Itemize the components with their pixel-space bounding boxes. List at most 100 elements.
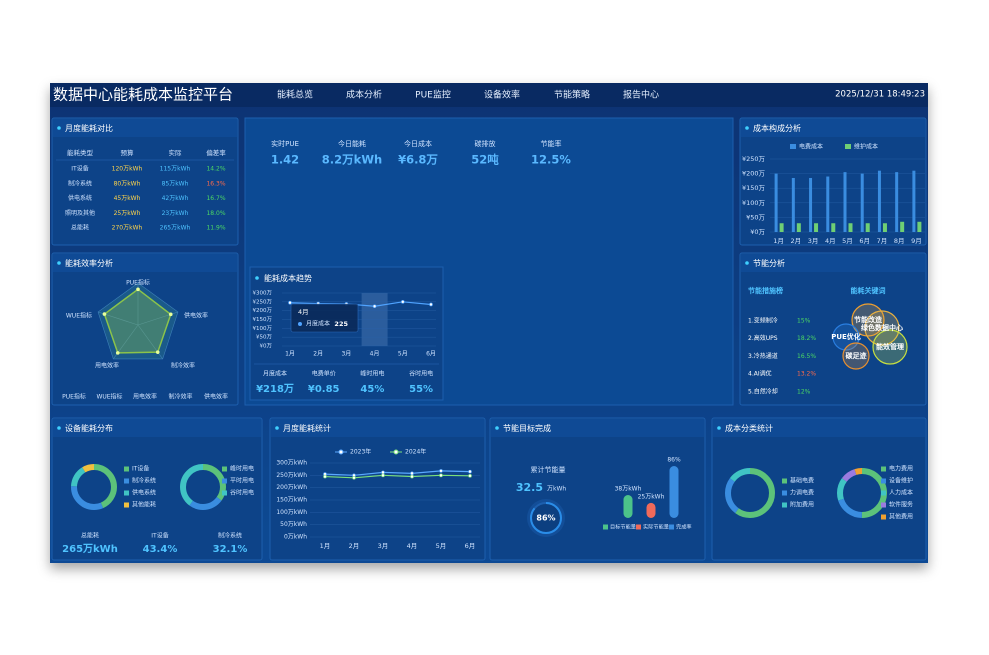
panel-title-bar (741, 254, 925, 272)
kpi-value: ¥6.8万 (398, 153, 438, 167)
x-tick-label: 5月 (436, 542, 447, 550)
radar-label: 供电效率 (184, 312, 208, 320)
bar (791, 177, 795, 232)
x-tick-label: 2月 (313, 351, 323, 358)
bar (917, 221, 922, 232)
kpi-label: 碳排放 (475, 139, 496, 148)
panel-title-bar (713, 419, 925, 437)
nav-item[interactable]: 成本分析 (346, 89, 382, 101)
nav-item[interactable]: 节能策略 (554, 89, 590, 101)
trend-line (289, 301, 432, 307)
x-tick-label: 1月 (773, 237, 784, 245)
legend-label: 力调电费 (790, 489, 814, 497)
energy-line-point (352, 475, 356, 480)
section-title: 节能措施榜 (748, 286, 783, 295)
panel-title: 成本构成分析 (753, 123, 801, 133)
legend-swatch (669, 524, 674, 530)
y-tick-label: 250万kWh (276, 472, 307, 479)
radar-area (103, 288, 172, 354)
legend-marker (338, 449, 344, 455)
legend-label: 基础电费 (790, 477, 814, 485)
legend-swatch (845, 144, 851, 149)
donut-segment (837, 468, 887, 518)
energy-line-point (381, 473, 385, 478)
legend-label: 平时用电 (230, 477, 254, 485)
legend-label: 目标节能量 (610, 523, 636, 531)
kpi-value: 12.5% (531, 153, 571, 167)
legend-swatch (222, 478, 227, 484)
tab[interactable]: 制冷效率 (168, 393, 192, 401)
table-header: 能耗类型 (67, 148, 94, 157)
nav-item[interactable]: 设备效率 (484, 89, 520, 101)
y-tick-label: ¥150万 (742, 184, 766, 192)
stat-label: IT设备 (151, 532, 168, 540)
table-cell: 总能耗 (71, 224, 89, 232)
nav-item[interactable]: PUE监控 (415, 89, 451, 101)
bar (809, 177, 813, 232)
measure-name: 4.AI调优 (748, 370, 772, 378)
tab[interactable]: 用电效率 (133, 393, 157, 401)
stat-label: 制冷系统 (218, 532, 242, 540)
stat-value: 32.1% (213, 544, 248, 555)
panel-title-bar (53, 119, 237, 137)
bar (882, 223, 887, 232)
bar-label: 38万kWh (615, 486, 642, 493)
bar (865, 223, 870, 232)
legend-label: 设备维护 (889, 477, 913, 485)
legend-swatch (124, 478, 129, 484)
title-dot (717, 426, 721, 430)
table-cell: 25万kWh (114, 210, 141, 217)
header-bar (50, 83, 928, 107)
y-tick-label: ¥50万 (746, 213, 765, 221)
measure-name: 3.冷热通道 (748, 352, 778, 360)
bar (779, 223, 784, 232)
bar (774, 173, 778, 232)
table-cell: 23万kWh (162, 210, 189, 217)
tab[interactable]: 供电效率 (204, 393, 228, 401)
kpi-label: 今日成本 (404, 139, 432, 148)
tab[interactable]: WUE指标 (96, 393, 122, 401)
legend-swatch (881, 490, 886, 496)
table-cell: 供电系统 (68, 194, 92, 202)
donut-segment (180, 464, 226, 510)
radar-label: 用电效率 (95, 362, 119, 370)
legend-swatch (782, 478, 787, 484)
legend-label: 完成率 (676, 523, 692, 531)
trend-line-point (429, 302, 433, 307)
panel-title-bar (741, 119, 925, 137)
bar (848, 223, 853, 232)
energy-line-point (323, 474, 327, 479)
tooltip-value: 225 (334, 320, 348, 328)
y-tick-label: ¥50万 (256, 334, 272, 341)
table-header: 预算 (121, 148, 135, 157)
legend-label: 附加费用 (790, 501, 814, 509)
legend-swatch (124, 490, 129, 496)
table-cell: IT设备 (71, 165, 88, 173)
x-tick-label: 4月 (370, 351, 380, 358)
measure-name: 2.高效UPS (748, 334, 778, 342)
tab[interactable]: PUE指标 (62, 393, 86, 401)
title-dot (745, 126, 749, 130)
legend-swatch (881, 502, 886, 508)
legend-label: 电力费用 (889, 465, 913, 473)
nav-item[interactable]: 能耗总览 (277, 89, 313, 101)
stat-label: 月度成本 (263, 370, 287, 378)
bar (895, 172, 899, 232)
table-cell: 85万kWh (162, 180, 189, 187)
energy-line-point (439, 469, 443, 473)
target-label: 累计节能量 (531, 465, 566, 474)
legend-swatch (636, 524, 641, 530)
panel (51, 417, 263, 561)
trend-line-point (288, 300, 292, 305)
radar-point (102, 312, 107, 316)
bar (646, 502, 656, 518)
nav-item[interactable]: 报告中心 (623, 89, 659, 101)
kpi-value: 8.2万kWh (322, 153, 382, 167)
legend-swatch (222, 466, 227, 472)
radar-point (168, 312, 173, 317)
tooltip-label: 月度成本 (306, 320, 330, 328)
energy-line (324, 470, 471, 476)
title-dot (275, 426, 279, 430)
legend-swatch (881, 466, 886, 472)
table-cell: 照明及其他 (65, 209, 95, 217)
